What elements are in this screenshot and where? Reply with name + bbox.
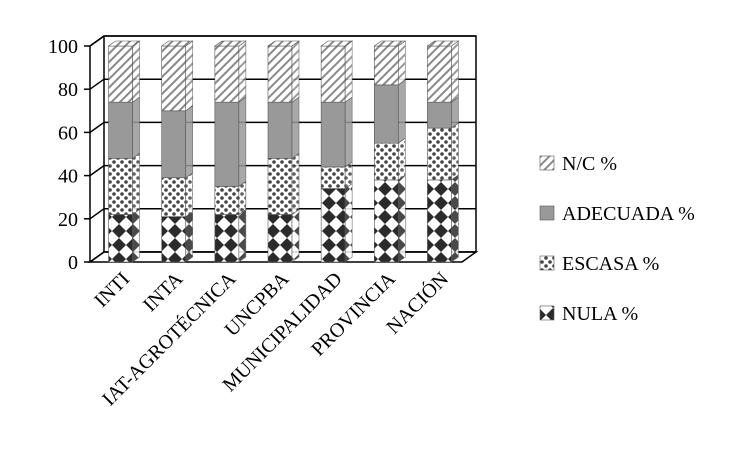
bar-segment-adecuada bbox=[214, 96, 247, 187]
legend-swatch bbox=[539, 205, 555, 221]
bar-segment-adecuada bbox=[267, 96, 300, 159]
bar-segment-escasa bbox=[373, 137, 406, 181]
legend-label: ADECUADA % bbox=[562, 203, 695, 225]
bar-segment-n-c bbox=[160, 40, 194, 112]
bar-segment-escasa bbox=[267, 152, 300, 216]
legend: N/C % ADECUADA % ESCASA % NULA % bbox=[539, 153, 695, 325]
legend-label: ESCASA % bbox=[562, 253, 659, 275]
y-tick-label: 100 bbox=[48, 36, 78, 58]
bar-segment-escasa bbox=[108, 152, 140, 216]
legend-item: N/C % bbox=[539, 153, 617, 175]
bar-segment-n-c bbox=[267, 40, 300, 103]
bar-segment-escasa bbox=[427, 122, 459, 181]
bar-segment-adecuada bbox=[427, 96, 459, 129]
bar-segment-nula bbox=[214, 208, 247, 263]
bar-segment-nula bbox=[108, 208, 140, 263]
legend-swatch bbox=[539, 255, 555, 271]
x-axis-labels: INTI INTAIAT-AGROTÉCNICAUNCPBAMUNICIPALID… bbox=[90, 267, 453, 411]
bar-segment-escasa bbox=[320, 161, 353, 190]
x-tick-label: INTA bbox=[139, 268, 188, 317]
legend-swatch bbox=[539, 155, 555, 171]
bar-segment-n-c bbox=[107, 40, 141, 103]
bar-segment-escasa bbox=[214, 180, 247, 216]
y-tick-label: 80 bbox=[58, 79, 78, 101]
bar-segment-adecuada bbox=[320, 96, 353, 168]
bar-segment-nula bbox=[427, 174, 459, 263]
bar-segment-n-c bbox=[213, 40, 247, 103]
y-tick-label: 60 bbox=[58, 122, 78, 144]
bar-segment-adecuada bbox=[373, 79, 406, 144]
y-tick-label: 20 bbox=[58, 209, 78, 231]
x-tick-label: INTI bbox=[90, 268, 134, 312]
bar-segment-nula bbox=[373, 174, 406, 263]
bar-segment-adecuada bbox=[161, 105, 194, 179]
gridline bbox=[89, 35, 476, 47]
legend-item: ESCASA % bbox=[539, 253, 659, 275]
bars bbox=[107, 40, 460, 263]
y-tick-label: 0 bbox=[68, 252, 78, 274]
bar-segment-n-c bbox=[426, 40, 460, 103]
bar-segment-n-c bbox=[320, 40, 354, 103]
legend-swatch bbox=[539, 305, 555, 321]
y-tick-label: 40 bbox=[58, 166, 78, 188]
legend-item: NULA % bbox=[539, 303, 638, 325]
bar-segment-nula bbox=[320, 182, 353, 263]
legend-label: N/C % bbox=[562, 153, 617, 175]
bar-segment-n-c bbox=[373, 40, 407, 86]
legend-item: ADECUADA % bbox=[539, 203, 695, 225]
bar-segment-nula bbox=[267, 208, 300, 263]
bar-segment-nula bbox=[161, 211, 194, 263]
legend-label: NULA % bbox=[562, 303, 638, 325]
y-axis: 0 20 40 60 80 100 bbox=[48, 36, 90, 274]
bar-segment-adecuada bbox=[108, 96, 140, 159]
bar-segment-escasa bbox=[161, 172, 194, 218]
